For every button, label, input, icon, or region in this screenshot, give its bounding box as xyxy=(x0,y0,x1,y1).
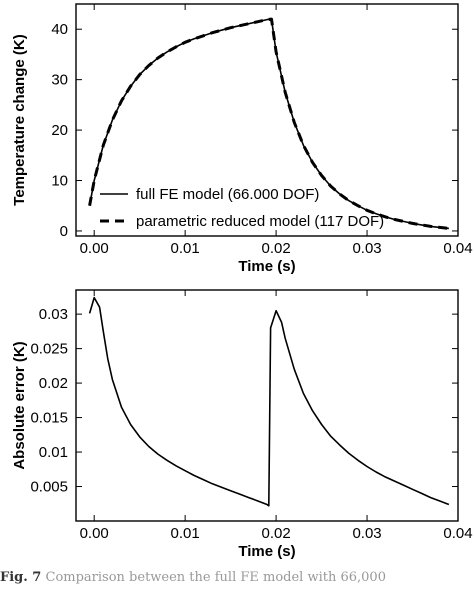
series-line-absolute-error xyxy=(88,296,450,507)
x-tick-label: 0.02 xyxy=(261,525,290,542)
legend: full FE model (66.000 DOF) parametric red… xyxy=(100,186,384,230)
plot-frame-1 xyxy=(75,289,459,522)
y-tick-label: 10 xyxy=(51,173,68,190)
figure-caption: Fig. 7 Comparison between the full FE mo… xyxy=(0,570,474,592)
y-tick-label: 0.03 xyxy=(39,306,68,323)
x-tick-label: 0.01 xyxy=(171,240,200,257)
x-axis-label: Time (s) xyxy=(238,258,295,275)
y-tick-label: 0.025 xyxy=(30,341,68,358)
x-tick-label: 0.04 xyxy=(443,525,472,542)
y-tick-label: 0.005 xyxy=(30,479,68,496)
x-tick-label: 0.00 xyxy=(80,525,109,542)
y-tick-label: 0 xyxy=(60,223,68,240)
y-tick-label: 40 xyxy=(51,21,68,38)
x-tick-label: 0.04 xyxy=(443,240,472,257)
absolute-error-plot: 0.00 0.01 0.02 0.03 0.04 0.005 0.01 0.015 0.02 0.… xyxy=(11,289,473,560)
y-tick-label: 0.01 xyxy=(39,444,68,461)
plot-frame-0 xyxy=(75,3,459,237)
caption-text: Comparison between the full FE model wit… xyxy=(45,570,386,585)
x-axis-label: Time (s) xyxy=(238,543,295,560)
y-tick-label: 0.015 xyxy=(30,410,68,427)
x-tick-label: 0.00 xyxy=(80,240,109,257)
legend-label: parametric reduced model (117 DOF) xyxy=(136,213,384,230)
figure: 0.00 0.01 0.02 0.03 0.04 0 10 20 30 40 Time (s) Tem… xyxy=(11,3,473,560)
legend-label: full FE model (66.000 DOF) xyxy=(136,186,319,203)
caption-label: Fig. 7 xyxy=(0,570,42,585)
y-axis-label: Temperature change (K) xyxy=(11,34,28,205)
series-line-reduced-model xyxy=(88,17,450,230)
y-axis-label: Absolute error (K) xyxy=(11,341,28,469)
x-tick-label: 0.03 xyxy=(352,240,381,257)
y-tick-label: 0.02 xyxy=(39,375,68,392)
temperature-change-plot: 0.00 0.01 0.02 0.03 0.04 0 10 20 30 40 Time (s) Tem… xyxy=(11,3,473,275)
y-tick-label: 20 xyxy=(51,122,68,139)
x-tick-label: 0.02 xyxy=(261,240,290,257)
x-tick-label: 0.01 xyxy=(171,525,200,542)
y-tick-label: 30 xyxy=(51,72,68,89)
x-tick-label: 0.03 xyxy=(352,525,381,542)
